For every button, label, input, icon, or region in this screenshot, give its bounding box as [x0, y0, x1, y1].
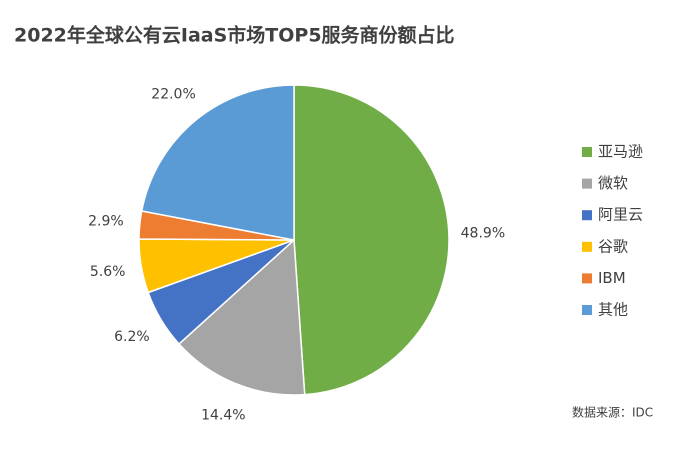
data-label: 48.9% — [461, 225, 505, 241]
chart-title: 2022年全球公有云IaaS市场TOP5服务商份额占比 — [14, 24, 455, 47]
legend-swatch — [582, 241, 592, 252]
legend-swatch — [582, 305, 592, 315]
legend-label: 谷歌 — [598, 237, 628, 255]
pie-slice — [177, 238, 306, 396]
data-label: 2.9% — [88, 214, 124, 230]
data-label: 14.4% — [201, 407, 245, 423]
data-label: 22.0% — [151, 86, 195, 102]
legend-swatch — [582, 210, 592, 221]
legend-swatch — [582, 178, 592, 189]
legend-label: 阿里云 — [598, 206, 643, 224]
data-label: 5.6% — [90, 264, 126, 280]
data-label: 6.2% — [114, 329, 150, 345]
legend-swatch — [582, 147, 592, 157]
legend-swatch — [582, 273, 592, 284]
legend-label: 亚马逊 — [598, 143, 643, 161]
pie-slice — [140, 84, 295, 241]
source-note: 数据来源：IDC — [572, 405, 653, 420]
pie-slice — [293, 84, 450, 396]
legend-label: 其他 — [598, 301, 628, 319]
legend-label: 微软 — [598, 174, 628, 192]
legend-label: IBM — [598, 269, 626, 287]
